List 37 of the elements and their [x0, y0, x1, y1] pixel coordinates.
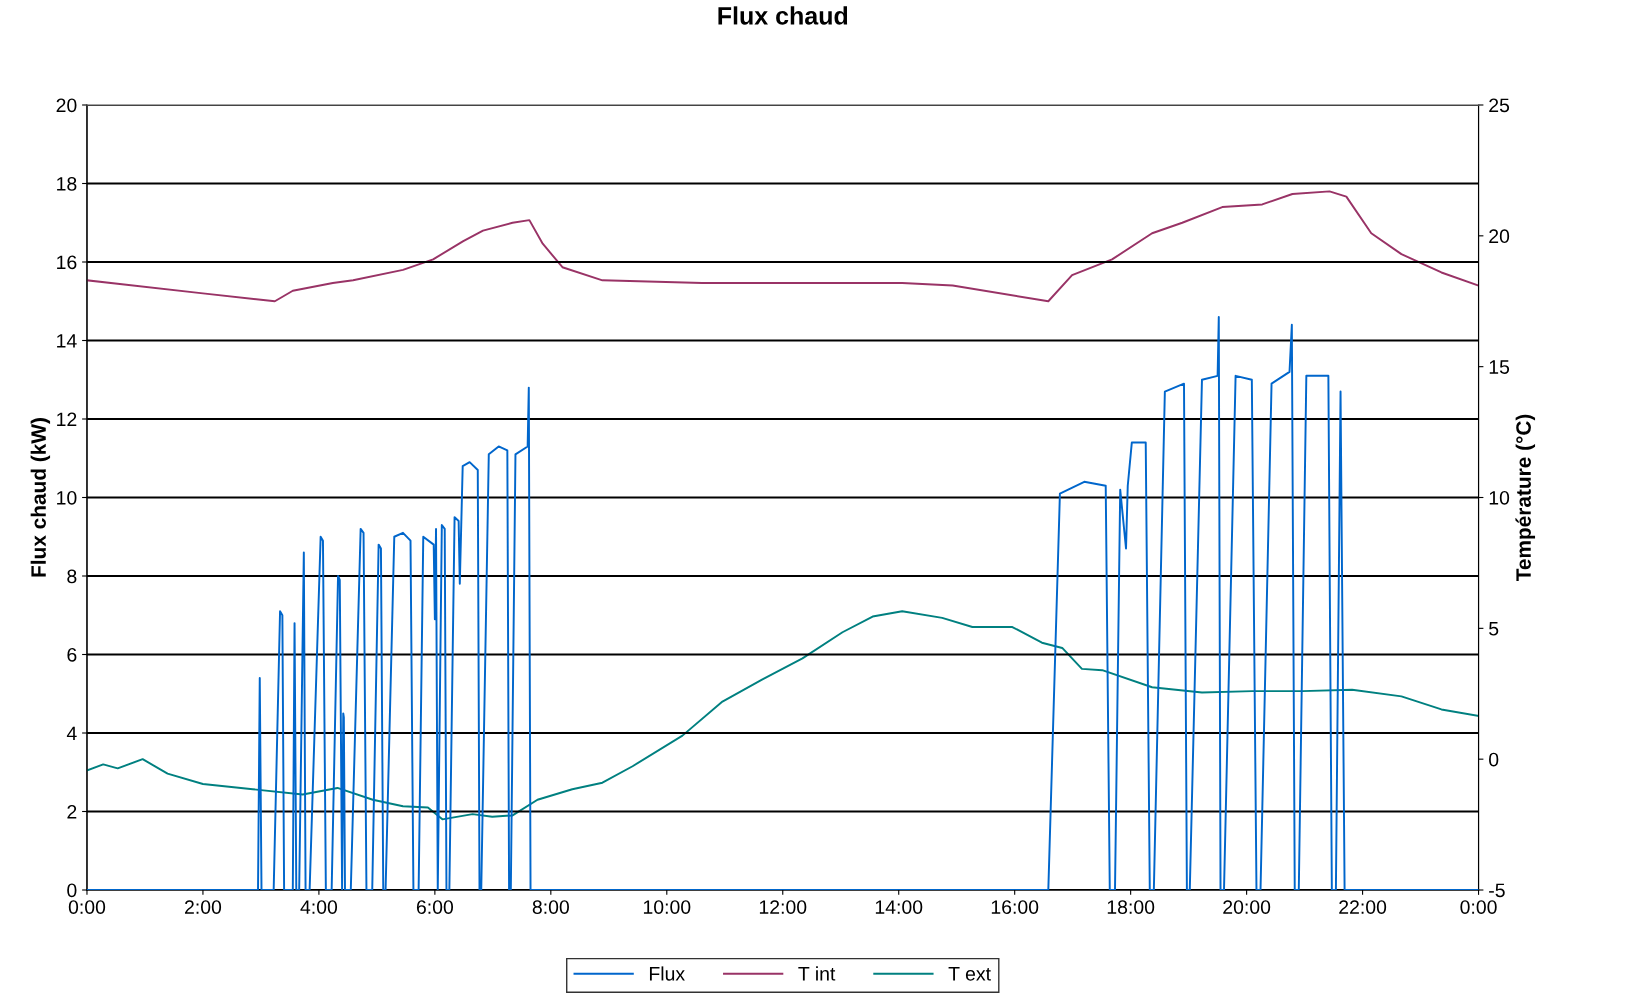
y2-tick-label: -5: [1489, 883, 1505, 898]
y-tick-label: 0: [67, 883, 77, 898]
y2-tick-label: 20: [1489, 229, 1510, 244]
y2-tick-label: 0: [1489, 752, 1499, 767]
x-tick-label: 0:00: [1460, 900, 1497, 914]
x-tick-label: 18:00: [1107, 900, 1155, 914]
x-tick-label: 14:00: [875, 900, 923, 914]
x-tick-label: 10:00: [643, 900, 691, 914]
x-tick-label: 2:00: [184, 900, 222, 914]
x-tick-label: 22:00: [1339, 900, 1387, 914]
legend-label: T ext: [948, 967, 991, 981]
y-tick-label: 14: [57, 334, 77, 348]
legend-label: T int: [798, 966, 836, 981]
y-tick-label: 6: [67, 647, 77, 662]
y-tick-label: 20: [56, 98, 77, 113]
x-tick-label: 12:00: [759, 900, 807, 914]
y-tick-label: 12: [57, 412, 77, 427]
y2-tick-label: 15: [1489, 360, 1510, 374]
y-tick-label: 2: [67, 804, 77, 819]
y2-tick-label: 5: [1489, 622, 1499, 636]
y-tick-label: 4: [66, 726, 77, 741]
y-tick-label: 8: [67, 569, 77, 584]
x-tick-label: 20:00: [1223, 900, 1271, 914]
y-tick-label: 16: [57, 255, 77, 270]
x-tick-label: 0:00: [68, 900, 106, 914]
x-tick-label: 16:00: [991, 900, 1039, 914]
x-tick-label: 6:00: [416, 900, 454, 914]
y2-tick-label: 25: [1489, 98, 1510, 113]
y-tick-label: 18: [57, 176, 77, 191]
y-axis-title: Flux chaud (kW): [30, 418, 51, 577]
x-tick-label: 4:00: [300, 900, 338, 914]
y2-tick-label: 10: [1489, 490, 1510, 505]
y2-axis-title: Température (°C): [1515, 414, 1536, 582]
y-tick-label: 10: [57, 490, 77, 505]
legend-label: Flux: [649, 966, 685, 981]
x-tick-label: 8:00: [532, 900, 569, 914]
chart-title: Flux chaud: [718, 6, 848, 25]
